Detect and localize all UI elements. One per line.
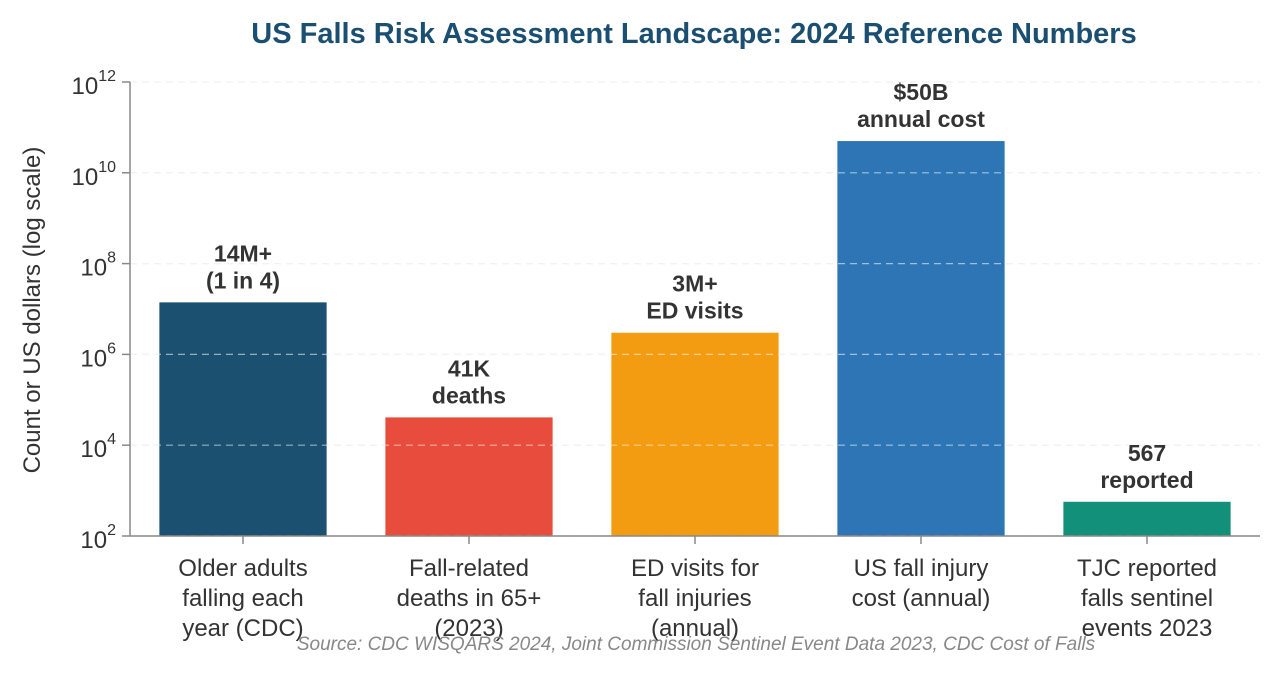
- x-tick-label: fall injuries: [638, 585, 751, 612]
- x-tick-label: (2023): [434, 615, 503, 642]
- y-tick-label: 104: [80, 431, 116, 463]
- x-tick-label: falling each: [182, 585, 303, 612]
- data-label: (1 in 4): [206, 267, 280, 293]
- data-label: ED visits: [646, 298, 743, 324]
- y-tick-label: 108: [80, 250, 116, 282]
- bar: [159, 302, 327, 536]
- x-tick-label: US fall injury: [854, 555, 989, 582]
- axes: 102 104 106 108 1010 1012 Older adults falling …: [72, 68, 1260, 642]
- bar: [385, 417, 553, 536]
- data-label: 41K: [448, 355, 491, 381]
- y-tick-label: 102: [80, 522, 116, 554]
- bar: [611, 332, 779, 536]
- x-tick-label: Fall-related: [409, 555, 529, 582]
- x-tick-label: (annual): [651, 615, 739, 642]
- data-label: reported: [1100, 467, 1193, 493]
- source-note: Source: CDC WISQARS 2024, Joint Commissi…: [297, 634, 1096, 655]
- data-label: 14M+: [214, 240, 272, 266]
- data-label: 567: [1128, 440, 1166, 466]
- x-tick-label: TJC reported: [1077, 555, 1217, 582]
- data-label: annual cost: [857, 106, 985, 132]
- bar: [837, 141, 1005, 536]
- x-tick-label: year (CDC): [182, 615, 303, 642]
- y-tick-label: 1010: [72, 159, 117, 191]
- x-tick-label: deaths in 65+: [397, 585, 542, 612]
- x-tick-label: cost (annual): [852, 585, 991, 612]
- y-axis-label: Count or US dollars (log scale): [19, 147, 46, 474]
- bars: [159, 141, 1231, 536]
- y-tick-label: 106: [80, 340, 116, 372]
- x-tick-label: falls sentinel: [1081, 585, 1213, 612]
- data-label: deaths: [432, 382, 506, 408]
- x-tick-label: Older adults: [178, 555, 307, 582]
- x-tick-label: ED visits for: [631, 555, 759, 582]
- chart-title: US Falls Risk Assessment Landscape: 2024…: [251, 18, 1136, 50]
- bar: [1063, 501, 1231, 536]
- data-label: 3M+: [672, 271, 717, 297]
- data-label: $50B: [894, 79, 949, 105]
- y-tick-label: 1012: [72, 68, 117, 100]
- x-tick-label: events 2023: [1082, 615, 1213, 642]
